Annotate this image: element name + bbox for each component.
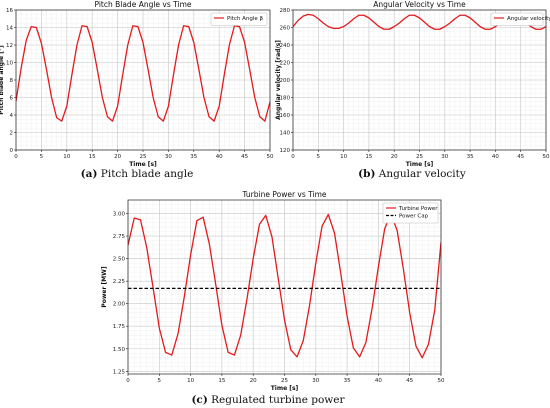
- y-tick-label: 0: [10, 148, 14, 154]
- legend-label-0: Turbine Power: [398, 206, 438, 212]
- chart-turbine-power: 0 5 10 15 20 25 30 35 40 45 50 1.25 1.50 1.75 2.00 2.25…: [101, 190, 445, 392]
- x-tick-label: 50: [438, 378, 445, 384]
- x-tick-label: 50: [543, 154, 550, 160]
- y-axis-label: Angular velocity [rad/s]: [275, 40, 282, 120]
- chart-title: Turbine Power vs Time: [241, 190, 326, 199]
- legend-box: [210, 12, 268, 26]
- y-tick-label: 6: [10, 96, 14, 102]
- caption-a-text: Pitch blade angle: [100, 168, 194, 180]
- x-axis-label: Time [s]: [271, 385, 299, 392]
- legend: Pitch Angle β: [210, 12, 268, 26]
- x-tick-label: 45: [241, 154, 248, 160]
- y-tick-label: 2.75: [113, 234, 126, 240]
- x-tick-label: 25: [140, 154, 147, 160]
- x-tick-label: 50: [267, 154, 274, 160]
- y-tick-label: 10: [6, 61, 13, 67]
- series-line-0: [16, 25, 270, 122]
- x-tick-label: 35: [344, 378, 351, 384]
- caption-a-label: (a): [80, 168, 98, 180]
- x-tick-label: 40: [375, 378, 382, 384]
- x-tick-label: 5: [317, 154, 321, 160]
- x-tick-label: 15: [89, 154, 96, 160]
- x-tick-label: 35: [190, 154, 197, 160]
- x-tick-label: 40: [216, 154, 223, 160]
- x-tick-label: 5: [40, 154, 44, 160]
- y-tick-label: 2.00: [113, 302, 126, 308]
- y-tick-label: 8: [10, 78, 14, 84]
- legend-label-0: Pitch Angle β: [227, 16, 264, 22]
- x-tick-label: 25: [416, 154, 423, 160]
- caption-a: (a) Pitch blade angle: [81, 168, 194, 180]
- y-tick-label: 12: [6, 43, 13, 49]
- legend-box: [490, 12, 544, 26]
- y-tick-label: 160: [280, 113, 291, 119]
- x-tick-label: 20: [391, 154, 398, 160]
- y-tick-label: 180: [280, 96, 291, 102]
- y-tick-label: 2.25: [113, 279, 126, 285]
- x-tick-label: 15: [365, 154, 372, 160]
- y-axis-label: Power [MW]: [101, 266, 108, 308]
- y-axis-label: Pitch blade angle [°]: [0, 45, 5, 115]
- y-tick-label: 260: [280, 26, 291, 32]
- legend-label-1: Power Cap: [399, 214, 429, 220]
- x-tick-label: 0: [126, 378, 130, 384]
- y-tick-label: 1.25: [113, 369, 126, 375]
- x-tick-label: 10: [187, 378, 194, 384]
- x-axis-label: Time [s]: [406, 161, 434, 168]
- caption-c-text: Regulated turbine power: [211, 394, 345, 406]
- y-tick-label: 14: [6, 26, 13, 32]
- x-tick-label: 20: [114, 154, 121, 160]
- x-tick-label: 30: [165, 154, 172, 160]
- y-tick-label: 200: [280, 78, 291, 84]
- y-tick-label: 1.50: [113, 347, 126, 353]
- x-tick-label: 30: [441, 154, 448, 160]
- x-tick-label: 45: [406, 378, 413, 384]
- x-tick-label: 10: [340, 154, 347, 160]
- legend-label-0: Angular velocity: [507, 16, 550, 22]
- y-tick-label: 240: [280, 43, 291, 49]
- legend-box: [382, 202, 439, 224]
- caption-b-label: (b): [358, 168, 376, 180]
- caption-c-label: (c): [191, 394, 208, 406]
- x-tick-label: 30: [312, 378, 319, 384]
- x-tick-label: 40: [492, 154, 499, 160]
- x-tick-label: 35: [467, 154, 474, 160]
- y-tick-label: 140: [280, 131, 291, 137]
- x-tick-label: 5: [158, 378, 162, 384]
- x-tick-label: 10: [63, 154, 70, 160]
- y-tick-label: 16: [6, 8, 13, 14]
- x-tick-label: 0: [291, 154, 295, 160]
- caption-b: (b) Angular velocity: [358, 168, 466, 180]
- y-tick-label: 2: [10, 131, 14, 137]
- chart-title: Pitch Blade Angle vs Time: [94, 0, 191, 9]
- y-tick-label: 1.75: [113, 324, 126, 330]
- x-tick-label: 15: [218, 378, 225, 384]
- caption-c: (c) Regulated turbine power: [191, 394, 344, 406]
- y-tick-label: 2.50: [113, 257, 126, 263]
- y-tick-label: 280: [280, 8, 291, 14]
- legend: Angular velocity: [490, 12, 550, 26]
- legend: Turbine Power Power Cap: [382, 202, 439, 224]
- x-tick-label: 25: [281, 378, 288, 384]
- y-tick-label: 4: [10, 113, 14, 119]
- x-axis-label: Time [s]: [129, 161, 157, 168]
- x-tick-label: 20: [250, 378, 257, 384]
- chart-pitch-angle: 0 5 10 15 20 25 30 35 40 45 50 0 2 4 6 8 10 12 14 16 Pitch B…: [0, 0, 274, 168]
- chart-title: Angular Velocity vs Time: [373, 0, 466, 9]
- x-tick-label: 45: [517, 154, 524, 160]
- caption-b-text: Angular velocity: [378, 168, 466, 180]
- chart-angular-velocity: 0 5 10 15 20 25 30 35 40 45 50 120 140 160 180 200 220 24…: [275, 0, 550, 168]
- x-tick-label: 0: [14, 154, 18, 160]
- y-tick-label: 3.00: [113, 212, 126, 218]
- y-tick-label: 220: [280, 61, 291, 67]
- y-tick-label: 120: [280, 148, 291, 154]
